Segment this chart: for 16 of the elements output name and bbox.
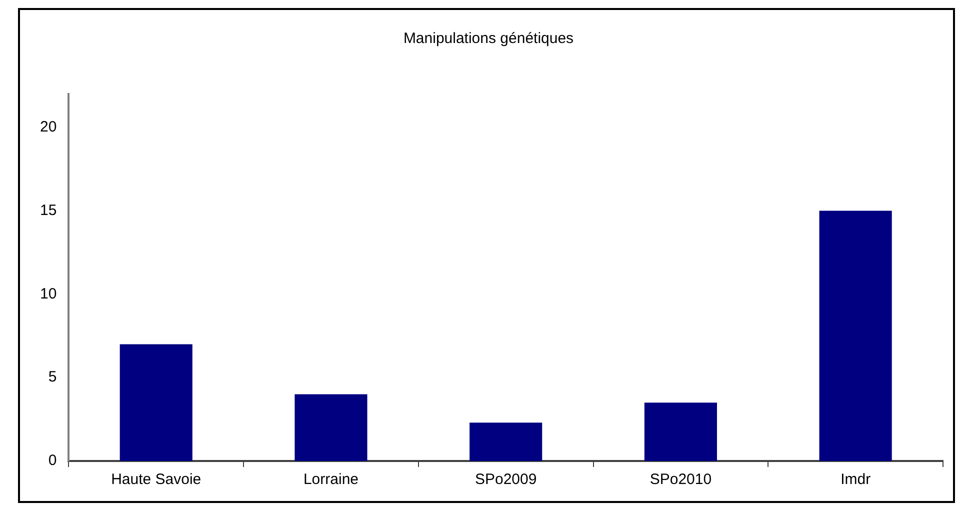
bar <box>120 344 192 461</box>
bar <box>644 402 717 461</box>
y-tick-label: 20 <box>40 118 57 136</box>
y-tick-label: 5 <box>48 368 57 386</box>
x-tick-label: SPo2010 <box>650 471 712 488</box>
bar <box>294 394 368 461</box>
bar <box>819 210 892 461</box>
x-tick-label: Haute Savoie <box>111 471 202 488</box>
x-tick-label: Imdr <box>840 471 871 488</box>
chart-title: Manipulations génétiques <box>403 30 574 48</box>
x-tick-label: Lorraine <box>303 471 359 488</box>
bar <box>470 422 542 461</box>
y-tick-label: 10 <box>40 285 57 302</box>
y-tick-label: 0 <box>48 452 57 470</box>
y-tick-label: 15 <box>40 202 57 219</box>
x-tick-label: SPo2009 <box>474 471 537 488</box>
